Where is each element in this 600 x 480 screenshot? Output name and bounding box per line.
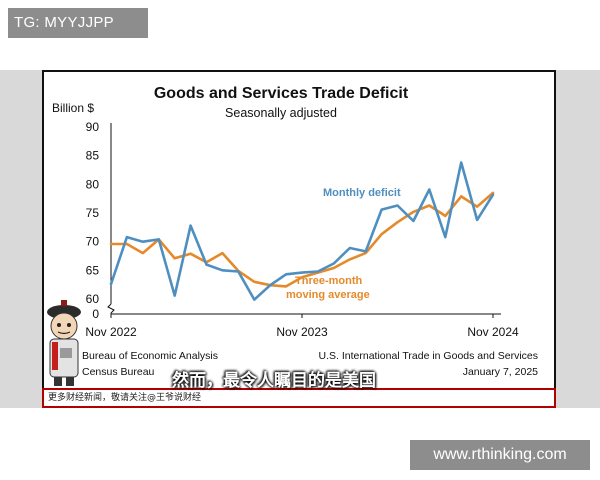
y-tick-label: 80 [86, 177, 100, 191]
site-watermark: www.rthinking.com [410, 440, 590, 470]
annotation-monthly-deficit: Monthly deficit [323, 187, 401, 199]
axis-break-icon [107, 303, 115, 314]
y-tick-label: 85 [86, 149, 100, 163]
y-tick-label: 60 [86, 292, 100, 306]
axis-ticks: 060 65 70 75 80 85 90 Nov 2022 Nov 2023 Nov 2024 [85, 120, 519, 339]
y-tick-label: 90 [86, 120, 100, 134]
y-tick-label: 0 [92, 307, 99, 321]
chart-subtitle: Seasonally adjusted [225, 106, 337, 120]
chart-frame: Goods and Services Trade Deficit Seasona… [42, 70, 556, 408]
source-left-line2: Census Bureau [82, 366, 155, 378]
mascot-avatar-icon [47, 300, 81, 386]
source-right-line1: U.S. International Trade in Goods and Se… [319, 350, 538, 362]
series-lines [109, 161, 495, 301]
footer-news-bar: 更多财经新闻，敬请关注@王爷说财经 [42, 388, 556, 408]
trade-deficit-chart: Goods and Services Trade Deficit Seasona… [52, 85, 538, 378]
y-tick-label: 70 [86, 235, 100, 249]
y-tick-label: 75 [86, 206, 100, 220]
y-axis-label: Billion $ [52, 101, 94, 115]
annotation-moving-average-line1: Three-month [295, 275, 363, 287]
x-tick-label: Nov 2024 [467, 325, 519, 339]
monthly-deficit-line [109, 161, 495, 301]
video-subtitle-caption: 然而，最令人瞩目的是美国 [172, 371, 376, 391]
x-tick-label: Nov 2022 [85, 325, 137, 339]
overlay-tag: TG: MYYJJPP [8, 8, 148, 38]
annotation-moving-average-line2: moving average [286, 289, 370, 301]
source-right-line2: January 7, 2025 [463, 366, 538, 378]
axes [107, 123, 501, 315]
y-tick-label: 65 [86, 263, 100, 277]
source-left-line1: Bureau of Economic Analysis [82, 350, 218, 362]
moving-average-line [109, 191, 495, 288]
chart-title: Goods and Services Trade Deficit [154, 85, 409, 102]
x-tick-label: Nov 2023 [276, 325, 328, 339]
